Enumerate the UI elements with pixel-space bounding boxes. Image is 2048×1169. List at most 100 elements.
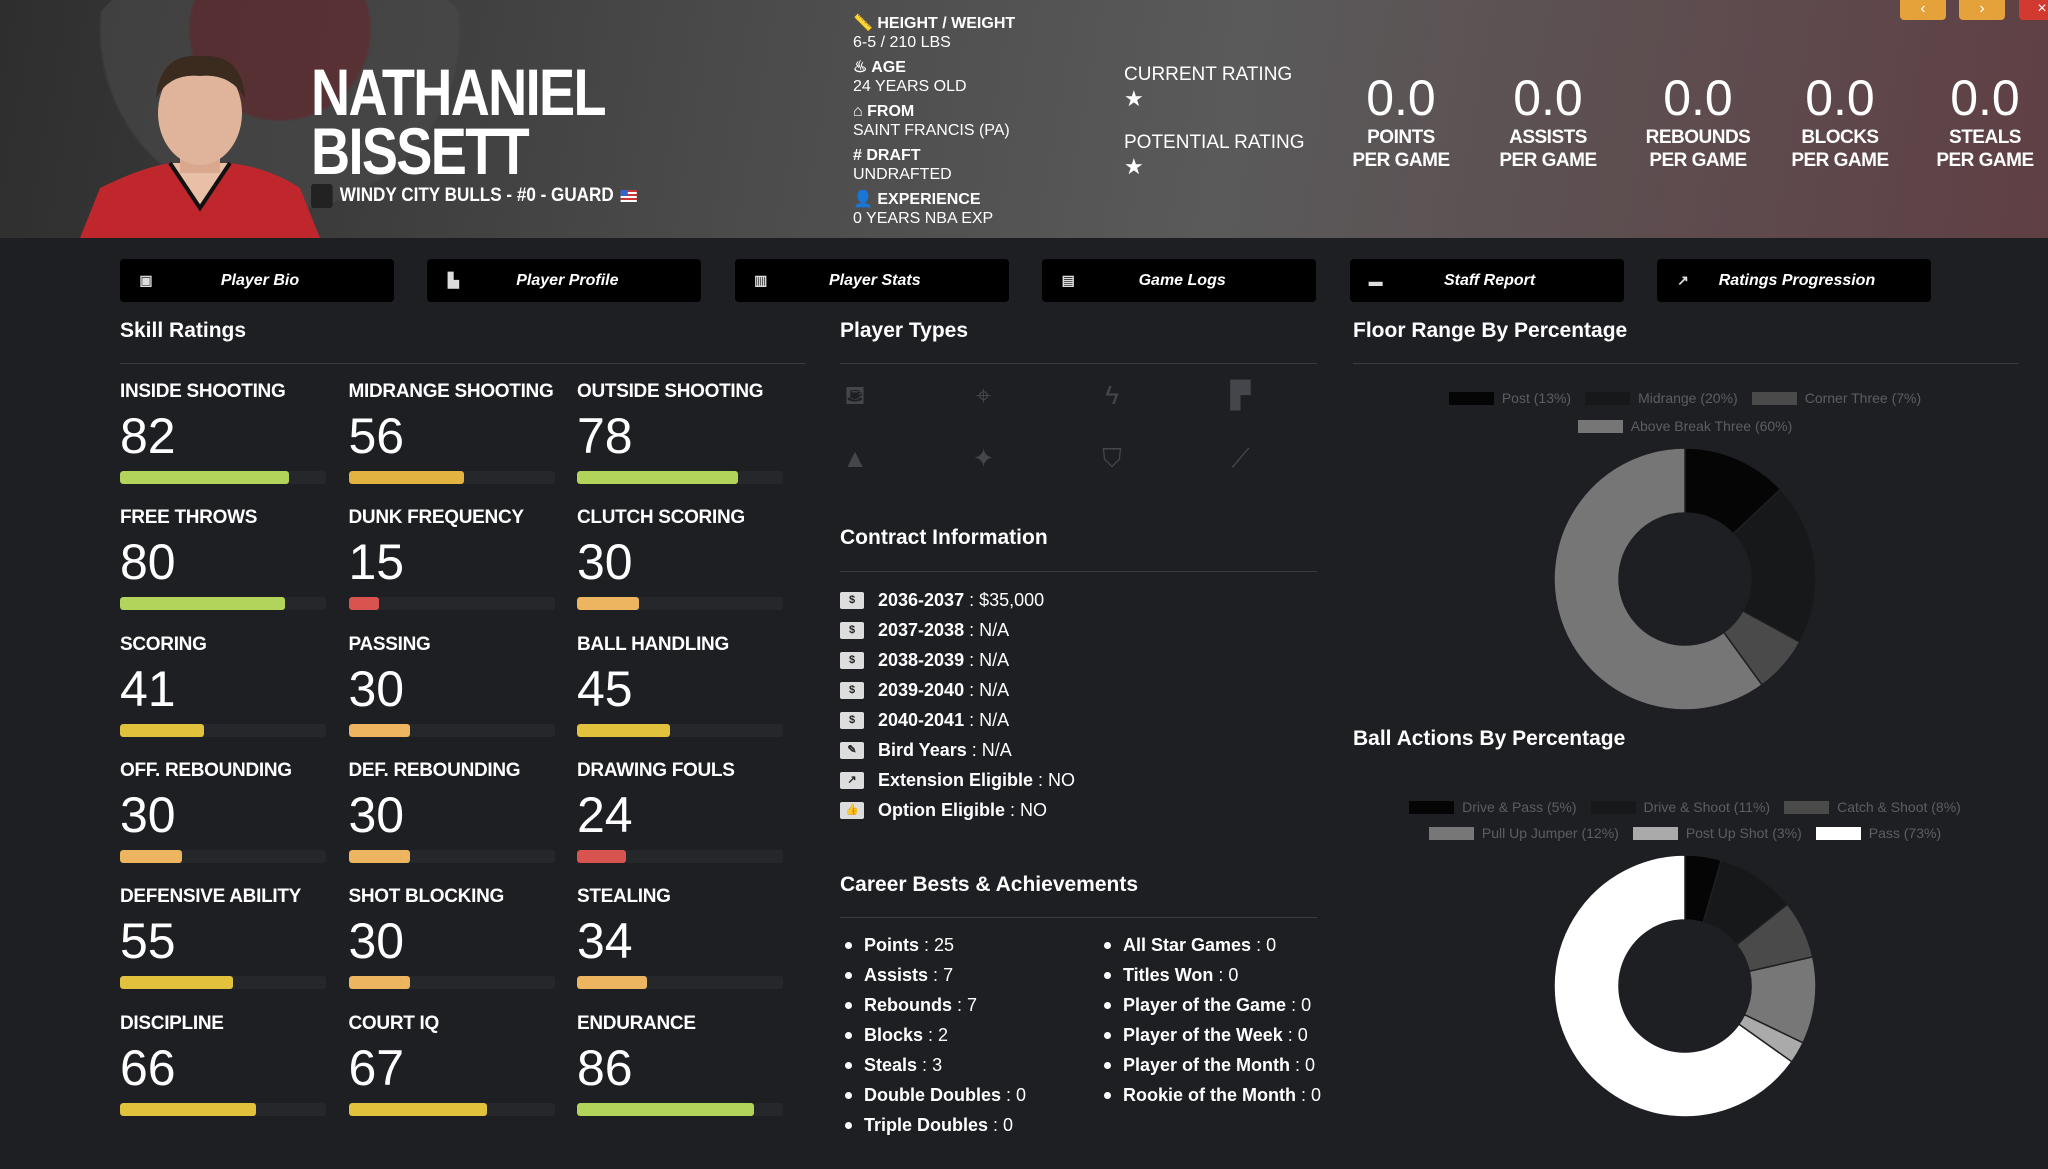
- legend-label: Post (13%): [1501, 390, 1572, 406]
- contract-value: NO: [1048, 769, 1076, 790]
- separator: :: [1282, 1024, 1298, 1045]
- legend-item[interactable]: Post (13%): [1448, 390, 1572, 406]
- legend-item[interactable]: Midrange (20%): [1585, 390, 1738, 406]
- contract-row: ↗ Extension Eligible : NO: [840, 767, 1075, 793]
- nav-player-bio[interactable]: ▣ Player Bio: [120, 259, 394, 302]
- skill-bar: [120, 1102, 326, 1116]
- skill-rating: DRAWING FOULS 24: [577, 760, 787, 863]
- broom-icon[interactable]: ⟋: [1231, 443, 1250, 473]
- comment-icon: ▬: [1368, 272, 1383, 289]
- donut-slice-1[interactable]: [1732, 488, 1816, 644]
- skill-value: 66: [120, 1039, 176, 1096]
- reader-icon: ▙: [448, 272, 459, 288]
- legend-item[interactable]: Above Break Three (60%): [1577, 418, 1793, 434]
- player-first-name: NATHANIEL: [311, 55, 607, 129]
- crosshairs-icon[interactable]: ⌖: [976, 380, 991, 410]
- stat-label-sub: PER GAME: [1791, 150, 1889, 171]
- previous-player-button[interactable]: ‹: [1900, 0, 1946, 20]
- nav-player-stats[interactable]: ▥ Player Stats: [734, 259, 1009, 302]
- bolt-icon[interactable]: ϟ: [1105, 380, 1119, 410]
- legend-item[interactable]: Post Up Shot (3%): [1632, 825, 1802, 841]
- magic-wand-icon[interactable]: ✦: [972, 443, 995, 473]
- skill-label: OUTSIDE SHOOTING: [577, 381, 764, 402]
- money-bill-icon: $: [840, 681, 864, 699]
- contract-row: $2040-2041 : N/A: [840, 707, 1009, 733]
- divider: [840, 571, 1317, 572]
- career-title: Career Bests & Achievements: [840, 873, 1139, 896]
- legend-label: Post Up Shot (3%): [1685, 825, 1802, 841]
- skill-bar-fill: [120, 471, 289, 484]
- wizard-hat-icon[interactable]: ▲: [842, 443, 868, 473]
- current-rating: CURRENT RATING ★: [1124, 64, 1292, 112]
- bullet-icon: [845, 1121, 852, 1129]
- legend-item[interactable]: Drive & Pass (5%): [1409, 799, 1577, 815]
- skill-label: SCORING: [120, 633, 207, 655]
- ball-actions-title: Ball Actions By Percentage: [1353, 727, 1626, 750]
- bullet-icon: [1104, 941, 1111, 949]
- donut-slice-3[interactable]: [1554, 448, 1764, 710]
- donut-chart: [1554, 448, 1816, 710]
- skill-value: 45: [577, 660, 633, 717]
- skill-value: 56: [348, 408, 405, 464]
- achievement-value: 0: [1016, 1084, 1027, 1105]
- separator: :: [1213, 964, 1229, 985]
- legend-item[interactable]: Pass (73%): [1815, 825, 1941, 841]
- skill-label: DEFENSIVE ABILITY: [120, 886, 302, 908]
- legend-item[interactable]: Drive & Shoot (11%): [1590, 799, 1770, 815]
- legend-label: Catch & Shoot (8%): [1837, 799, 1961, 815]
- nav-staff-report[interactable]: ▬ Staff Report: [1349, 259, 1624, 302]
- skill-bar: [577, 849, 783, 863]
- nav-ratings-progression[interactable]: ↗ Ratings Progression: [1657, 259, 1931, 302]
- nav-game-logs[interactable]: ▤ Game Logs: [1042, 259, 1317, 302]
- legend-item[interactable]: Corner Three (7%): [1751, 390, 1921, 406]
- potential-rating-label: POTENTIAL RATING: [1124, 132, 1305, 153]
- skill-rating: INSIDE SHOOTING 82: [120, 381, 330, 484]
- paint-bucket-icon[interactable]: ⛾: [844, 380, 866, 410]
- bio-label-text: FROM: [867, 103, 915, 120]
- stat-value: 0.0: [1663, 70, 1733, 126]
- skill-value: 41: [120, 660, 176, 717]
- team-line: WINDY CITY BULLS - #0 - GUARD: [311, 184, 638, 208]
- skill-bar: [348, 723, 555, 737]
- achievement-item: Triple Doubles : 0: [845, 1112, 1013, 1138]
- achievement-label: All Star Games: [1123, 934, 1252, 955]
- next-player-button[interactable]: ›: [1959, 0, 2005, 20]
- skill-rating: OFF. REBOUNDING 30: [120, 760, 330, 863]
- achievement-value: 3: [932, 1054, 943, 1075]
- ruler-icon: 📏: [853, 15, 878, 32]
- skill-bar-fill: [348, 849, 411, 863]
- close-button[interactable]: ×: [2019, 0, 2048, 20]
- bio-item: 👤 EXPERIENCE 0 YEARS NBA EXP: [853, 190, 1015, 234]
- donut-slice-5[interactable]: [1554, 855, 1793, 1117]
- divider: [840, 917, 1317, 918]
- stat-label-sub: PER GAME: [1649, 150, 1747, 171]
- skill-label: ENDURANCE: [577, 1012, 696, 1034]
- legend-item[interactable]: Pull Up Jumper (12%): [1428, 825, 1619, 841]
- achievement-item: Blocks : 2: [845, 1022, 948, 1048]
- player-portrait: [80, 55, 320, 238]
- donut-chart: [1554, 855, 1816, 1117]
- nav-label: Player Profile: [516, 271, 619, 289]
- legend-label: Above Break Three (60%): [1630, 418, 1793, 434]
- nav-player-profile[interactable]: ▙ Player Profile: [427, 259, 702, 302]
- achievement-item: Double Doubles : 0: [845, 1082, 1026, 1108]
- achievement-item: Titles Won : 0: [1104, 962, 1238, 988]
- divider: [1353, 363, 2018, 364]
- achievement-item: Player of the Week : 0: [1104, 1022, 1308, 1048]
- skill-bar-fill: [577, 471, 738, 484]
- skill-label: STEALING: [577, 886, 671, 908]
- contract-row: ✎ Bird Years : N/A: [840, 737, 1012, 763]
- bullet-icon: [845, 941, 852, 949]
- skill-bar-fill: [120, 597, 285, 611]
- contract-label: 2040-2041: [878, 709, 965, 730]
- legend-label: Drive & Pass (5%): [1462, 799, 1577, 815]
- paint-roller-icon[interactable]: ▛: [1230, 380, 1251, 410]
- contract-value: $35,000: [979, 589, 1045, 610]
- legend-item[interactable]: Catch & Shoot (8%): [1784, 799, 1961, 815]
- bio-value: SAINT FRANCIS (PA): [853, 122, 1010, 139]
- legend-swatch: [1751, 391, 1797, 405]
- achievement-value: 7: [967, 994, 978, 1015]
- team-logo-icon: [311, 184, 333, 208]
- shield-icon[interactable]: ⛉: [1102, 443, 1122, 473]
- skill-bar: [348, 849, 555, 863]
